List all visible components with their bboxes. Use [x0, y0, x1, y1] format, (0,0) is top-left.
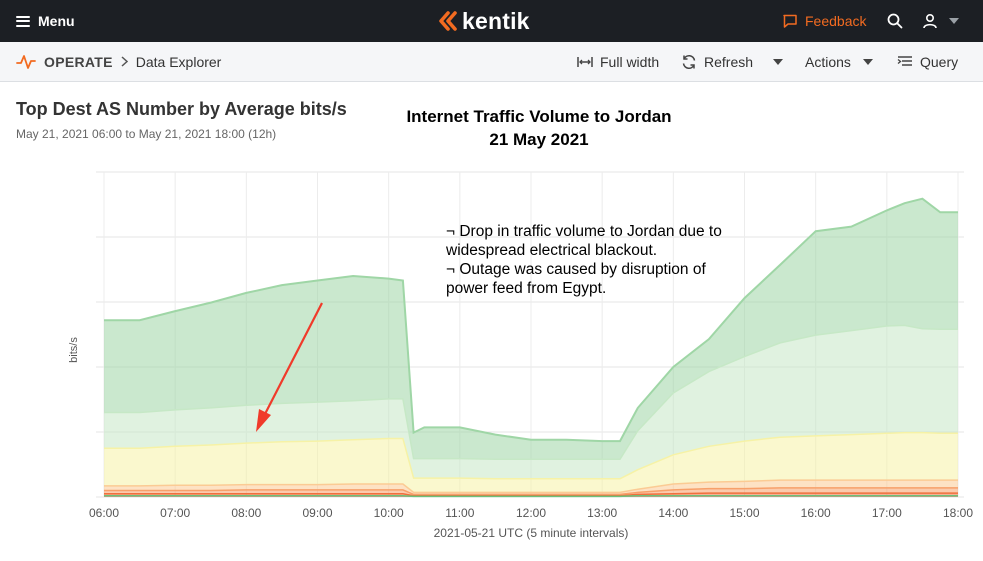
x-tick-label: 09:00 — [302, 506, 332, 520]
breadcrumb: OPERATE Data Explorer — [16, 42, 221, 81]
overlay-title-line2: 21 May 2021 — [489, 130, 589, 149]
x-tick-label: 14:00 — [658, 506, 688, 520]
logo-text: kentik — [462, 7, 530, 34]
caret-down-icon — [862, 58, 873, 65]
user-icon[interactable] — [922, 13, 938, 29]
search-icon[interactable] — [887, 13, 903, 29]
series-area[interactable] — [104, 198, 958, 460]
series-line — [104, 431, 958, 480]
hamburger-icon — [16, 15, 30, 27]
x-axis-ticks: 06:00 07:00 08:00 09:00 10:00 11:00 12:00 13:00… — [89, 506, 973, 520]
panel-time-range: May 21, 2021 06:00 to May 21, 2021 18:00… — [16, 127, 277, 141]
annotation-line4: power feed from Egypt. — [446, 280, 607, 297]
full-width-label: Full width — [600, 53, 660, 70]
y-axis-label: bits/s — [68, 337, 80, 363]
overlay-title-line1: Internet Traffic Volume to Jordan — [406, 107, 672, 126]
red-arrow-annotation — [256, 302, 323, 432]
traffic-area-chart[interactable]: 06:00 07:00 08:00 09:00 10:00 11:00 12:00 13:00… — [0, 160, 983, 550]
x-tick-label: 15:00 — [729, 506, 759, 520]
x-tick-label: 10:00 — [374, 506, 404, 520]
caret-down-icon — [773, 58, 783, 65]
actions-label: Actions — [805, 53, 851, 70]
series-area[interactable] — [104, 432, 958, 493]
chat-bubble-icon — [783, 14, 797, 28]
kentik-logo-icon — [439, 11, 457, 31]
query-button[interactable]: Query — [897, 42, 958, 81]
series-line — [104, 487, 958, 496]
x-tick-label: 12:00 — [516, 506, 546, 520]
feedback-button[interactable]: Feedback — [782, 0, 866, 42]
top-navbar: Menu kentik Feedback — [0, 0, 983, 42]
x-tick-label: 08:00 — [231, 506, 261, 520]
page-toolbar: OPERATE Data Explorer Full width Refresh… — [0, 42, 983, 82]
series-area[interactable] — [104, 480, 958, 495]
menu-label: Menu — [38, 13, 75, 29]
x-tick-label: 07:00 — [160, 506, 190, 520]
series-line — [104, 494, 958, 498]
refresh-options-dropdown[interactable] — [773, 42, 783, 81]
series-line — [104, 197, 958, 443]
x-tick-label: 11:00 — [445, 506, 474, 520]
kentik-logo[interactable]: kentik — [438, 6, 530, 36]
full-width-icon — [577, 56, 593, 67]
refresh-icon — [682, 54, 696, 69]
query-label: Query — [920, 53, 959, 70]
overlay-title: Internet Traffic Volume to Jordan 21 May… — [379, 105, 699, 151]
chevron-right-icon — [121, 56, 128, 67]
list-icon — [897, 55, 912, 66]
x-tick-label: 18:00 — [943, 506, 973, 520]
actions-button[interactable]: Actions — [805, 42, 873, 81]
x-tick-label: 06:00 — [89, 506, 119, 520]
series-line — [104, 479, 958, 494]
annotation-line2: widespread electrical blackout. — [446, 242, 658, 259]
breadcrumb-data-explorer: Data Explorer — [135, 53, 222, 70]
chart-series-areas — [104, 197, 958, 498]
panel-title: Top Dest AS Number by Average bits/s — [16, 99, 347, 119]
x-tick-label: 17:00 — [872, 506, 902, 520]
annotation-line3: ¬ Outage was caused by disruption of — [446, 261, 706, 278]
refresh-button[interactable]: Refresh — [681, 42, 753, 81]
outage-annotation: ¬ Drop in traffic volume to Jordan due t… — [446, 222, 756, 298]
full-width-button[interactable]: Full width — [577, 42, 659, 81]
pulse-icon — [16, 54, 36, 69]
x-axis-label: 2021-05-21 UTC (5 minute intervals) — [434, 526, 629, 540]
feedback-label: Feedback — [805, 13, 867, 29]
chevron-down-icon[interactable] — [949, 18, 959, 24]
refresh-label: Refresh — [704, 53, 754, 70]
breadcrumb-operate[interactable]: OPERATE — [44, 53, 113, 70]
annotation-line1: ¬ Drop in traffic volume to Jordan due t… — [446, 223, 722, 240]
x-tick-label: 16:00 — [801, 506, 831, 520]
series-line — [104, 324, 958, 461]
x-tick-label: 13:00 — [587, 506, 617, 520]
menu-button[interactable]: Menu — [16, 0, 75, 42]
